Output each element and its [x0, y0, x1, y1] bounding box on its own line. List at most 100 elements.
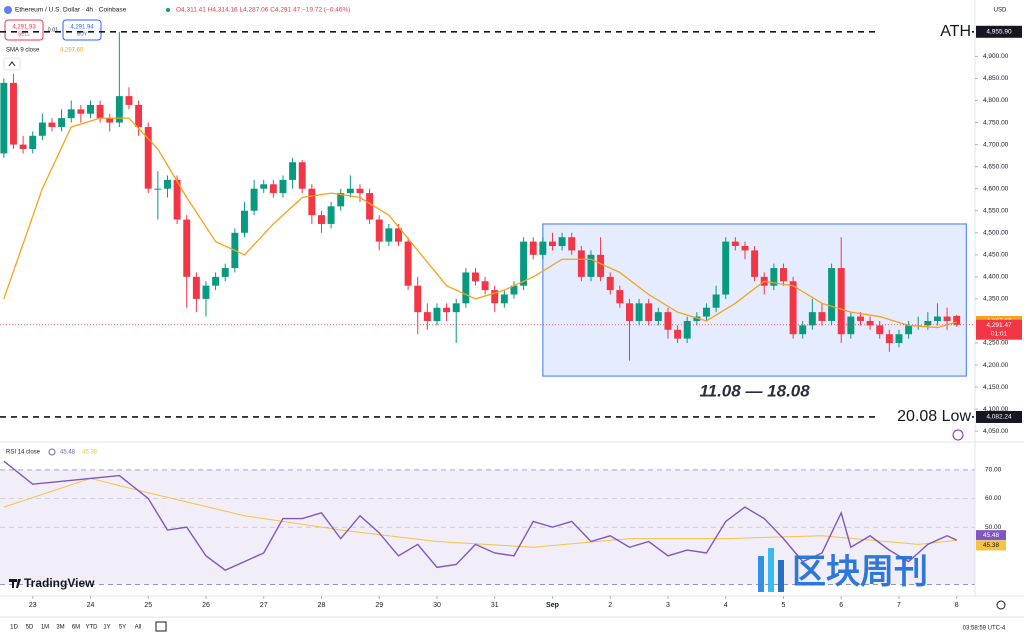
range-button[interactable]: 6M	[72, 625, 80, 631]
last-price-label: 4,291.47	[986, 322, 1012, 329]
y-tick-label: 4,850.00	[983, 75, 1009, 82]
candle-body	[549, 241, 556, 247]
event-icon[interactable]	[952, 429, 964, 441]
candle-body	[500, 294, 508, 304]
x-tick-label: 3	[666, 602, 670, 609]
rsi-settings-icon[interactable]	[48, 448, 56, 456]
rsi-tick-label: 60.00	[985, 495, 1002, 502]
candle-body	[289, 162, 297, 180]
candle-body	[674, 329, 682, 339]
buy-button[interactable]	[62, 19, 102, 41]
candle-body	[29, 135, 37, 150]
sma-legend-name[interactable]: SMA 9 close	[6, 48, 40, 54]
candle-body	[866, 320, 874, 326]
range-button[interactable]: 1D	[10, 625, 18, 631]
candle-body	[799, 325, 807, 335]
candle-body	[164, 179, 171, 189]
rsi-legend-value: 45.48	[60, 450, 76, 456]
candle-body	[895, 334, 903, 344]
range-button[interactable]: 1M	[41, 625, 49, 631]
candle-body	[722, 241, 730, 295]
level-label: ATH	[940, 23, 971, 40]
candle-body	[606, 276, 614, 291]
candle-body	[385, 228, 393, 242]
range-button[interactable]: All	[135, 625, 142, 631]
candle-body	[693, 316, 701, 321]
range-box-label: 11.08 — 18.08	[699, 382, 810, 401]
candle-body	[751, 250, 759, 277]
y-tick-label: 4,150.00	[983, 384, 1009, 391]
candle-body	[885, 334, 893, 344]
candle-body	[375, 219, 383, 242]
rsi-tick-label: 70.00	[985, 467, 1002, 474]
watermark-bar	[768, 548, 774, 592]
y-tick-label: 4,600.00	[983, 185, 1009, 192]
rsi-ma-legend-value: 45.38	[82, 450, 98, 456]
candle-body	[173, 179, 181, 220]
candle-body	[626, 303, 633, 321]
range-button[interactable]: 1Y	[103, 625, 110, 631]
candle-body	[703, 307, 710, 317]
y-tick-label: 4,250.00	[983, 340, 1009, 347]
candle-body	[510, 285, 518, 295]
currency[interactable]: USD	[994, 8, 1007, 14]
watermark: 区块周刊	[758, 548, 928, 592]
buy-label: BUY	[77, 31, 88, 37]
range-button[interactable]: 5Y	[119, 625, 126, 631]
candle-body	[337, 193, 345, 207]
candle-body	[96, 104, 104, 119]
level-tag	[976, 410, 1022, 423]
last-price-tag	[976, 319, 1022, 340]
rsi-pane	[0, 460, 975, 585]
candle-body	[712, 294, 720, 308]
symbol[interactable]: Ethereum / U.S. Dollar · 4h · Coinbase	[15, 7, 127, 14]
candle-body	[212, 276, 220, 286]
rsi-line	[3, 460, 958, 571]
y-tick-label: 4,750.00	[983, 119, 1009, 126]
candle-body	[818, 312, 826, 321]
candle-body	[38, 122, 46, 136]
y-tick-label: 4,400.00	[983, 274, 1009, 281]
level-label-bg	[880, 406, 972, 427]
candle-body	[67, 109, 75, 119]
range-button[interactable]: YTD	[86, 625, 99, 631]
candle-body	[905, 325, 913, 335]
candle-body	[318, 215, 325, 224]
y-tick-label: 4,650.00	[983, 163, 1009, 170]
collapse-button[interactable]	[3, 57, 21, 71]
candle-body	[529, 241, 537, 255]
y-tick-label: 4,450.00	[983, 252, 1009, 259]
candle-body	[10, 82, 17, 145]
rsi-legend-name[interactable]: RSI 14 close	[6, 450, 41, 456]
x-tick-label: 23	[29, 602, 37, 609]
x-tick-label: 8	[955, 602, 959, 609]
rsi-tag	[976, 540, 1006, 551]
candle-body	[654, 312, 662, 321]
y-tick-label: 4,900.00	[983, 53, 1009, 60]
candle-body	[847, 316, 855, 335]
rsi-tick-label: 50.00	[985, 524, 1002, 531]
candle-body	[683, 320, 691, 339]
candle-body	[462, 272, 470, 304]
candle-body	[19, 144, 27, 150]
tv-brand: TradingView	[24, 576, 95, 590]
settings-icon[interactable]	[996, 600, 1006, 610]
y-tick-label: 4,050.00	[983, 428, 1009, 435]
date-range-icon[interactable]	[155, 621, 167, 632]
x-tick-label: 27	[260, 602, 268, 609]
sell-button[interactable]	[4, 19, 44, 41]
x-tick-label: 2	[608, 602, 612, 609]
range-button[interactable]: 3M	[56, 625, 64, 631]
x-tick-label: 26	[202, 602, 210, 609]
level-tag	[976, 25, 1022, 38]
candle-body	[0, 82, 8, 154]
watermark-text: 区块周刊	[792, 553, 928, 591]
x-tick-label: 31	[491, 602, 499, 609]
candle-body	[125, 96, 133, 105]
rsi-tag-label: 45.48	[983, 532, 1000, 539]
candle-body	[77, 109, 85, 114]
range-button[interactable]: 5D	[26, 625, 34, 631]
